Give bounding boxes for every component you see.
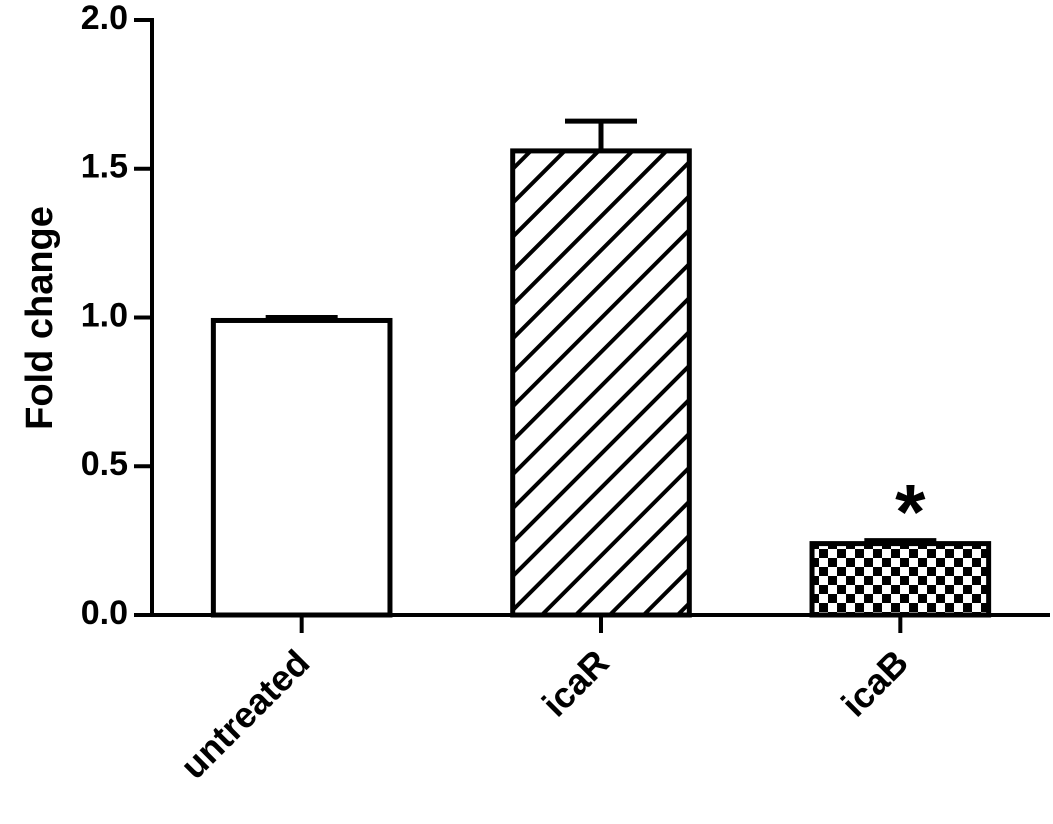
bar [210,317,393,618]
x-tick-label: untreated [172,642,317,787]
y-axis-label: Fold change [19,206,61,430]
bar [809,541,992,618]
y-tick-label: 1.0 [81,296,128,334]
x-tick-label: icaR [534,642,617,725]
y-tick-label: 1.5 [81,148,128,186]
bar [510,148,692,618]
y-tick-label: 2.0 [81,0,128,37]
y-tick-label: 0.0 [81,594,128,632]
x-tick-label: icaB [833,642,916,725]
y-tick-label: 0.5 [81,445,128,483]
annotation: * [895,468,926,556]
